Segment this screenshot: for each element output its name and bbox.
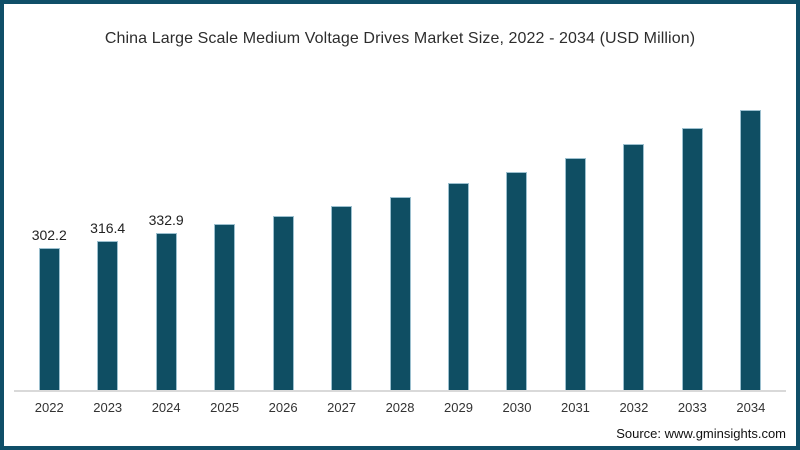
- bar-group-2032: [605, 50, 663, 390]
- bar-2031: [564, 158, 586, 390]
- x-tick-2034: 2034: [736, 400, 766, 415]
- x-tick-2029: 2029: [444, 400, 473, 415]
- bar-group-2029: [429, 50, 487, 390]
- x-tick-2026: 2026: [268, 400, 298, 415]
- bars-container: 302.2 316.4 332.9: [20, 50, 780, 390]
- bar-group-2033: [663, 50, 721, 390]
- bar-group-2031: [546, 50, 604, 390]
- bar-2028: [389, 197, 411, 390]
- bar-group-2027: [312, 50, 370, 390]
- bar-2030: [506, 172, 528, 390]
- bar-group-2022: 302.2: [20, 50, 78, 390]
- plot-area: 302.2 316.4 332.9: [14, 50, 786, 392]
- x-tick-2022: 2022: [34, 400, 64, 415]
- bar-group-2023: 316.4: [78, 50, 136, 390]
- bar-2034: [740, 110, 762, 390]
- bar-2023: [97, 241, 119, 390]
- bar-value-label-2024: 332.9: [148, 212, 184, 228]
- bar-2033: [681, 128, 703, 390]
- x-tick-2027: 2027: [327, 400, 357, 415]
- bar-2025: [214, 224, 236, 390]
- bar-2022: [38, 248, 60, 390]
- bar-group-2026: [254, 50, 312, 390]
- x-tick-2028: 2028: [385, 400, 415, 415]
- bar-value-label-2023: 316.4: [90, 220, 126, 236]
- bar-group-2034: [722, 50, 780, 390]
- x-tick-2030: 2030: [502, 400, 532, 415]
- bar-2032: [623, 144, 645, 390]
- source-credit: Source: www.gminsights.com: [616, 426, 786, 441]
- bar-group-2024: 332.9: [137, 50, 195, 390]
- x-axis-tick-labels: 2022 2023 2024 2025 2026 2027 2028 2029 2030 2031…: [20, 400, 780, 416]
- x-tick-2024: 2024: [151, 400, 181, 415]
- bar-2026: [272, 216, 294, 390]
- bar-group-2025: [195, 50, 253, 390]
- bar-group-2028: [371, 50, 429, 390]
- x-tick-2023: 2023: [93, 400, 123, 415]
- bar-2024: [155, 233, 177, 390]
- bar-2029: [448, 183, 470, 390]
- bar-value-label-2022: 302.2: [31, 227, 67, 243]
- x-axis-line: [14, 390, 786, 392]
- bar-group-2030: [488, 50, 546, 390]
- x-tick-2025: 2025: [210, 400, 240, 415]
- x-tick-2033: 2033: [677, 400, 707, 415]
- bar-2027: [331, 206, 353, 390]
- x-tick-2032: 2032: [619, 400, 649, 415]
- x-tick-2031: 2031: [560, 400, 590, 415]
- chart-title: China Large Scale Medium Voltage Drives …: [104, 30, 696, 47]
